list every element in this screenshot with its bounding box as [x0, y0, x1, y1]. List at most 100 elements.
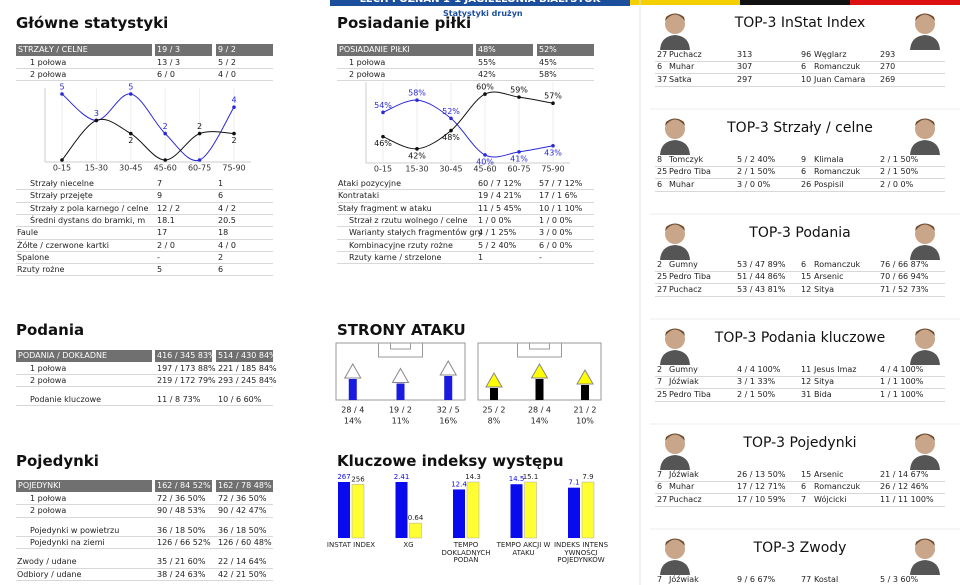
- subtitle: Statystyki drużyn: [443, 9, 523, 18]
- player-name: Pedro Tiba: [669, 167, 711, 177]
- player-head: [915, 119, 935, 139]
- row-separator: [16, 535, 273, 537]
- index-value: 14.5: [509, 475, 525, 483]
- table-value: 20.5: [218, 215, 236, 225]
- arrow: [485, 371, 503, 388]
- index-value: 14.3: [465, 473, 481, 481]
- row-separator: [337, 226, 594, 228]
- side-percent: 14%: [344, 417, 362, 426]
- player-hair: [665, 328, 685, 336]
- x-tick-label: 0-15: [374, 165, 392, 174]
- table-value: 5 / 2 40%: [478, 240, 517, 250]
- x-tick-label: 30-45: [439, 165, 462, 174]
- table-value: 11 / 8 73%: [157, 395, 201, 404]
- player-body: [910, 140, 940, 155]
- table-label: Rzuty rożne: [17, 265, 65, 275]
- series-line: [61, 118, 235, 161]
- player-body: [910, 455, 940, 470]
- table-value: 7: [157, 179, 163, 188]
- player-number: 6: [801, 167, 807, 177]
- player-name: Sitya: [814, 284, 835, 294]
- table-value: 36 / 18 50%: [218, 525, 267, 535]
- player-body: [910, 245, 940, 260]
- point-label: 42%: [408, 151, 426, 160]
- player-number: 77: [801, 575, 812, 584]
- player-name: Arsenic: [814, 272, 844, 282]
- player-body: [910, 350, 940, 365]
- player-value: 26 / 13 50%: [737, 470, 786, 479]
- table-label: Podanie kluczowe: [30, 395, 102, 404]
- player-number: 6: [657, 62, 663, 72]
- x-tick-label: 15-30: [85, 164, 108, 173]
- table-header-cell: POSIADANIE PIŁKI: [337, 44, 473, 56]
- player-value: 297: [737, 74, 753, 84]
- player-head: [915, 329, 935, 349]
- player-number: 27: [657, 50, 668, 59]
- player-number: 7: [657, 575, 663, 584]
- table-label: Spalone: [17, 252, 50, 262]
- pitch-box: [390, 342, 411, 350]
- point-label: 5: [128, 83, 133, 92]
- table-value: 4 / 2: [218, 203, 236, 213]
- x-tick-label: 15-30: [405, 165, 428, 174]
- player-hair: [915, 223, 935, 231]
- player-number: 6: [801, 62, 807, 72]
- table-value: 36 / 18 50%: [157, 525, 206, 535]
- table-value: 38 / 24 63%: [157, 569, 206, 579]
- table-value: -: [539, 252, 542, 262]
- table-value: 1: [218, 179, 224, 188]
- table-value: 72 / 36 50%: [157, 494, 206, 503]
- table-label: 1 połowa: [30, 364, 67, 373]
- table-value: 17: [157, 228, 168, 238]
- row-separator: [337, 238, 594, 240]
- player-value: 53 / 47 89%: [737, 260, 786, 269]
- player-value: 51 / 44 86%: [737, 272, 786, 282]
- point-label: 60%: [476, 83, 494, 92]
- point: [129, 131, 133, 136]
- player-body: [910, 560, 940, 575]
- player-value: 76 / 66 87%: [880, 260, 929, 269]
- row-separator: [655, 376, 945, 377]
- side-bar: [444, 376, 453, 400]
- pitch-box: [529, 342, 550, 350]
- table-label: Strzał z rzutu wolnego / celne: [349, 215, 468, 225]
- x-tick-label: 60-75: [188, 164, 211, 173]
- side-label: 32 / 5: [437, 406, 460, 415]
- table-value: 1 / 0 0%: [539, 215, 573, 225]
- block-title: TOP-3 Podania: [749, 225, 851, 241]
- row-separator: [655, 166, 945, 167]
- series-line: [382, 99, 554, 158]
- index-bar: [510, 484, 523, 538]
- row-separator: [337, 263, 594, 265]
- index-value: 256: [351, 475, 365, 483]
- player-value: 2 / 1 50%: [737, 389, 776, 399]
- table-label: 1 połowa: [30, 494, 67, 503]
- table-value: 221 / 185 84%: [218, 364, 277, 373]
- table-label: Pojedynki w powietrzu: [30, 525, 120, 535]
- table-value: 6 / 0 0%: [539, 240, 573, 250]
- stripe: [630, 0, 740, 5]
- player-value: 2 / 1 50%: [737, 167, 776, 177]
- index-value: 7.1: [568, 479, 579, 487]
- player-name: Jóźwiak: [669, 377, 699, 387]
- side-percent: 16%: [439, 417, 457, 426]
- player-number: 6: [801, 482, 807, 492]
- series-line: [61, 93, 235, 162]
- row-separator: [16, 68, 273, 69]
- point: [60, 92, 64, 96]
- table-value: 219 / 172 79%: [157, 376, 216, 385]
- x-tick-label: 0-15: [53, 164, 71, 173]
- section-title: Kluczowe indeksy występu: [337, 452, 564, 470]
- player-number: 37: [657, 74, 668, 84]
- index-value: 0.64: [408, 514, 424, 522]
- point-label: 46%: [374, 139, 392, 148]
- player-value: 70 / 66 94%: [880, 272, 929, 282]
- table-value: 18.1: [157, 215, 175, 225]
- table-label: Kontrataki: [338, 191, 380, 201]
- index-category: INDEKS INTENS YWNOŚCI POJEDYNKÓW: [553, 541, 609, 565]
- point: [449, 116, 453, 121]
- point: [94, 118, 99, 123]
- row-separator: [655, 400, 945, 402]
- row-separator: [655, 388, 945, 390]
- player-hair: [665, 538, 685, 546]
